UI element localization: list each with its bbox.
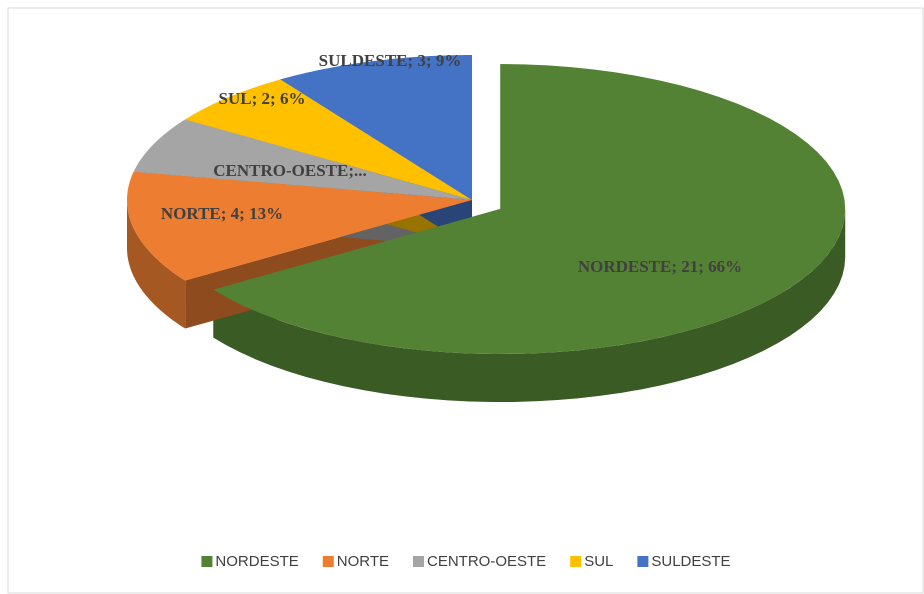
slice	[127, 171, 472, 281]
slice	[185, 79, 472, 200]
data-label: SULDESTE; 3; 9%	[319, 51, 462, 70]
legend-label: NORTE	[337, 553, 389, 570]
legend-swatch	[201, 556, 213, 567]
slice	[280, 55, 472, 200]
data-label: CENTRO-OESTE;...	[213, 161, 367, 180]
legend-swatch	[570, 556, 582, 567]
legend-swatch	[413, 556, 424, 567]
legend-swatch	[322, 556, 334, 567]
data-label: SUL; 2; 6%	[219, 89, 306, 108]
slice	[133, 119, 472, 200]
legend-label: CENTRO-OESTE	[427, 553, 546, 570]
data-label: NORTE; 4; 13%	[161, 204, 283, 223]
legend: NORDESTE NORTE CENTRO-OESTE SUL SULDESTE	[201, 553, 731, 570]
data-label: NORDESTE; 21; 66%	[578, 257, 742, 276]
legend-swatch	[637, 556, 649, 567]
slice	[213, 64, 846, 355]
legend-label: SUL	[584, 553, 613, 570]
slice-side	[213, 209, 846, 403]
legend-label: SULDESTE	[651, 553, 730, 570]
slice-side	[127, 200, 186, 329]
legend-label: NORDESTE	[215, 553, 298, 570]
